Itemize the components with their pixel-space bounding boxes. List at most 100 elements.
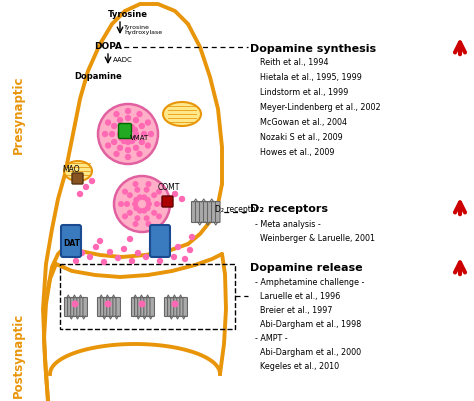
Circle shape xyxy=(87,254,93,261)
Circle shape xyxy=(138,301,146,308)
Circle shape xyxy=(133,145,139,152)
FancyBboxPatch shape xyxy=(116,298,120,317)
Circle shape xyxy=(79,250,85,257)
Circle shape xyxy=(137,208,143,214)
Circle shape xyxy=(124,201,130,207)
Text: MAO: MAO xyxy=(62,165,80,174)
Circle shape xyxy=(109,132,115,138)
Circle shape xyxy=(160,201,166,207)
Circle shape xyxy=(156,189,162,195)
Circle shape xyxy=(145,143,151,149)
Circle shape xyxy=(127,236,133,243)
Circle shape xyxy=(137,195,143,201)
Circle shape xyxy=(125,115,131,122)
Circle shape xyxy=(97,238,103,245)
FancyBboxPatch shape xyxy=(98,298,102,317)
Circle shape xyxy=(135,250,141,257)
Circle shape xyxy=(105,120,111,126)
Circle shape xyxy=(145,120,151,126)
Text: Dopamine release: Dopamine release xyxy=(250,262,363,272)
Text: - Amphetamine challenge -: - Amphetamine challenge - xyxy=(255,277,365,286)
Circle shape xyxy=(122,214,128,220)
Circle shape xyxy=(132,201,138,207)
FancyBboxPatch shape xyxy=(141,298,145,317)
Circle shape xyxy=(118,136,124,142)
Circle shape xyxy=(175,244,181,251)
FancyBboxPatch shape xyxy=(208,202,212,223)
Circle shape xyxy=(144,187,150,193)
Circle shape xyxy=(117,132,123,138)
FancyBboxPatch shape xyxy=(100,298,105,317)
FancyBboxPatch shape xyxy=(171,298,175,317)
Circle shape xyxy=(141,132,147,138)
Circle shape xyxy=(133,197,139,203)
Circle shape xyxy=(121,125,127,131)
FancyBboxPatch shape xyxy=(164,298,169,317)
Circle shape xyxy=(156,214,162,220)
Circle shape xyxy=(133,206,139,212)
Circle shape xyxy=(148,132,154,138)
Circle shape xyxy=(72,301,79,308)
Text: McGowan et al., 2004: McGowan et al., 2004 xyxy=(260,118,347,127)
FancyBboxPatch shape xyxy=(216,202,220,223)
Circle shape xyxy=(146,182,152,188)
Circle shape xyxy=(132,136,138,142)
Text: Abi-Dargham et al., 2000: Abi-Dargham et al., 2000 xyxy=(255,347,361,356)
Text: - AMPT -: - AMPT - xyxy=(255,333,288,342)
Circle shape xyxy=(117,145,123,152)
Circle shape xyxy=(129,258,135,265)
FancyBboxPatch shape xyxy=(107,298,111,317)
Circle shape xyxy=(127,210,133,216)
Circle shape xyxy=(144,216,150,222)
Text: VMAT: VMAT xyxy=(130,135,149,141)
Circle shape xyxy=(146,201,152,207)
FancyBboxPatch shape xyxy=(203,202,208,223)
Text: Lindstorm et al., 1999: Lindstorm et al., 1999 xyxy=(260,88,348,97)
Bar xyxy=(60,264,235,329)
Circle shape xyxy=(115,255,121,261)
FancyBboxPatch shape xyxy=(110,298,114,317)
Circle shape xyxy=(143,254,149,261)
FancyBboxPatch shape xyxy=(200,202,204,223)
FancyBboxPatch shape xyxy=(77,298,82,317)
Circle shape xyxy=(83,184,89,191)
Circle shape xyxy=(154,201,160,207)
Circle shape xyxy=(134,187,140,193)
Circle shape xyxy=(105,143,111,149)
FancyBboxPatch shape xyxy=(195,202,200,223)
Circle shape xyxy=(107,249,113,255)
Circle shape xyxy=(121,138,127,145)
FancyBboxPatch shape xyxy=(61,225,81,257)
Circle shape xyxy=(101,259,107,265)
Text: Laruelle et al., 1996: Laruelle et al., 1996 xyxy=(255,291,340,300)
Circle shape xyxy=(125,124,131,130)
Circle shape xyxy=(102,132,108,138)
FancyBboxPatch shape xyxy=(191,202,196,223)
Text: Nozaki S et al., 2009: Nozaki S et al., 2009 xyxy=(260,133,343,142)
Text: Kegeles et al., 2010: Kegeles et al., 2010 xyxy=(255,361,339,370)
Text: Postsynaptic: Postsynaptic xyxy=(11,312,25,397)
Circle shape xyxy=(122,189,128,195)
Circle shape xyxy=(179,196,185,203)
Circle shape xyxy=(157,258,163,265)
Text: - Meta analysis -: - Meta analysis - xyxy=(255,219,321,229)
Text: Tyrosine: Tyrosine xyxy=(108,10,148,19)
Text: Hietala et al., 1995, 1999: Hietala et al., 1995, 1999 xyxy=(260,73,362,82)
Circle shape xyxy=(65,236,71,243)
Circle shape xyxy=(141,208,147,214)
Circle shape xyxy=(104,301,111,308)
FancyBboxPatch shape xyxy=(177,298,182,317)
Circle shape xyxy=(67,246,73,253)
FancyBboxPatch shape xyxy=(113,298,118,317)
Text: Weinberger & Laruelle, 2001: Weinberger & Laruelle, 2001 xyxy=(255,233,375,242)
FancyBboxPatch shape xyxy=(80,298,84,317)
FancyBboxPatch shape xyxy=(174,298,178,317)
Circle shape xyxy=(167,201,173,208)
Circle shape xyxy=(127,193,133,198)
Circle shape xyxy=(139,140,145,146)
Circle shape xyxy=(98,105,158,164)
FancyBboxPatch shape xyxy=(162,196,173,207)
FancyBboxPatch shape xyxy=(71,298,75,317)
Circle shape xyxy=(189,234,195,241)
FancyBboxPatch shape xyxy=(183,298,187,317)
